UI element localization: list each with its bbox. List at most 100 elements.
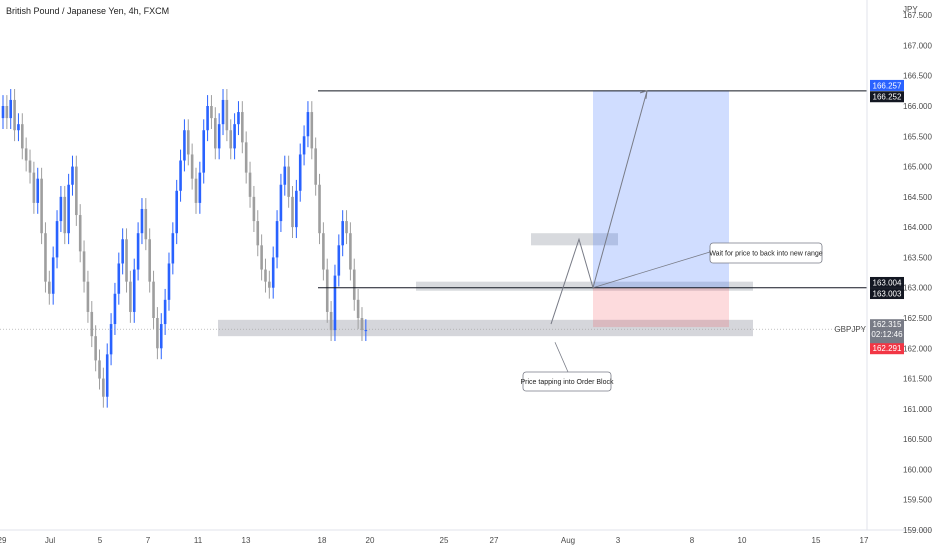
- x-tick-label: 7: [146, 536, 151, 545]
- candle-body: [152, 281, 155, 318]
- y-tick-label: 160.500: [903, 435, 932, 444]
- candle-body: [194, 178, 198, 203]
- y-tick-label: 167.500: [903, 11, 932, 20]
- candle-body: [186, 130, 190, 155]
- candle-body: [356, 299, 360, 318]
- x-tick-label: 10: [738, 536, 747, 545]
- candle-body: [271, 257, 275, 288]
- candle-body: [63, 196, 67, 234]
- y-tick-label: 164.000: [903, 223, 932, 232]
- candle-body: [159, 324, 163, 349]
- range-note-box: [709, 242, 823, 264]
- y-tick-label: 166.000: [903, 102, 932, 111]
- order-block-zone: [218, 319, 753, 337]
- candle-body: [167, 263, 171, 300]
- candle-body: [252, 196, 256, 222]
- candle-body: [44, 233, 47, 282]
- resistance-price-badge-bg: [870, 91, 904, 103]
- chart-annotations: Wait for price to back into new range Pri…: [521, 242, 823, 392]
- low-price-badge: 162.291: [873, 344, 902, 353]
- x-axis-ticks: 29 Jul 5 7 11 13 18 20 25 27 Aug 3 8 10 15 17: [0, 536, 869, 545]
- candle-body: [90, 311, 94, 337]
- candle-body: [279, 184, 283, 222]
- candle-body: [1, 106, 5, 119]
- candle-body: [125, 239, 128, 282]
- candle-body: [24, 148, 28, 161]
- candle-body: [329, 311, 333, 331]
- x-tick-label: 27: [490, 536, 499, 545]
- candle-body: [51, 257, 55, 294]
- candle-body: [21, 124, 24, 149]
- candle-body: [322, 233, 325, 270]
- chart-title: British Pound / Japanese Yen, 4h, FXCM: [6, 6, 169, 16]
- candle-body: [202, 130, 206, 173]
- candle-body: [144, 208, 148, 240]
- candle-body: [333, 275, 337, 331]
- x-tick-label: 17: [860, 536, 869, 545]
- candle-body: [352, 269, 356, 300]
- candle-body: [295, 190, 298, 228]
- candle-body: [175, 190, 178, 234]
- candle-body: [140, 208, 144, 234]
- candle-body: [9, 99, 13, 119]
- candle-body: [94, 336, 97, 361]
- candle-body: [132, 269, 136, 312]
- y-tick-label: 159.000: [903, 526, 932, 535]
- candle-body: [298, 154, 302, 191]
- target-price-badge-bg: [870, 79, 904, 91]
- target-zone: [593, 90, 729, 288]
- y-tick-label: 165.000: [903, 163, 932, 172]
- candle-body: [210, 106, 213, 119]
- candle-body: [287, 166, 290, 197]
- callout-line: [554, 342, 569, 373]
- projection-path: [550, 90, 648, 325]
- retest-box: [531, 233, 618, 246]
- y-tick-label: 164.500: [903, 193, 932, 202]
- low-price-badge-bg: [870, 343, 904, 355]
- x-tick-label: 18: [318, 536, 327, 545]
- y-tick-label: 161.500: [903, 375, 932, 384]
- stop-zone: [593, 287, 729, 328]
- candle-body: [244, 142, 248, 173]
- candle-body: [221, 99, 225, 125]
- y-tick-label: 160.000: [903, 465, 932, 474]
- candle-body: [345, 221, 348, 234]
- candle-body: [59, 196, 63, 222]
- callout-line: [592, 250, 713, 289]
- x-tick-label: 20: [366, 536, 375, 545]
- candle-body: [136, 233, 140, 270]
- candle-body: [310, 112, 314, 149]
- order-block-note: Price tapping into Order Block: [521, 379, 614, 386]
- currency-label: JPY: [903, 5, 918, 14]
- candle-body: [349, 233, 352, 270]
- candle-body: [256, 221, 260, 246]
- candle-body: [225, 99, 229, 131]
- entry-upper-badge: 163.004: [873, 278, 902, 287]
- candle-body: [325, 269, 329, 312]
- candle-body: [163, 299, 167, 325]
- candle-body: [171, 233, 175, 264]
- x-tick-label: 8: [690, 536, 695, 545]
- y-tick-label: 161.000: [903, 405, 932, 414]
- y-tick-label: 162.500: [903, 314, 932, 323]
- candle-body: [179, 160, 182, 191]
- x-tick-label: 3: [616, 536, 621, 545]
- entry-lower-badge-bg: [870, 288, 904, 300]
- candle-body: [306, 112, 310, 137]
- candle-body: [105, 354, 109, 397]
- candle-body: [102, 378, 105, 397]
- order-block-note-box: [522, 371, 612, 392]
- candle-body: [229, 130, 233, 149]
- candle-body: [40, 178, 43, 234]
- candle-body: [198, 172, 202, 203]
- y-tick-label: 162.000: [903, 344, 932, 353]
- chart-drawings: [0, 90, 867, 373]
- candle-body: [341, 221, 344, 246]
- x-tick-label: 25: [440, 536, 449, 545]
- x-tick-label: 15: [812, 536, 821, 545]
- candle-body: [291, 196, 294, 228]
- price-badges: 166.257 166.252 163.004 163.003 162.31502:12…: [834, 79, 904, 355]
- candle-body: [98, 360, 101, 379]
- candle-body: [48, 281, 51, 294]
